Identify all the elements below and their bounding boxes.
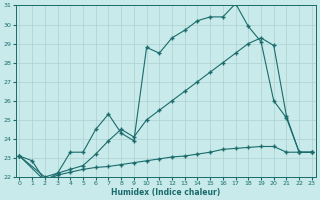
X-axis label: Humidex (Indice chaleur): Humidex (Indice chaleur) [111, 188, 220, 197]
